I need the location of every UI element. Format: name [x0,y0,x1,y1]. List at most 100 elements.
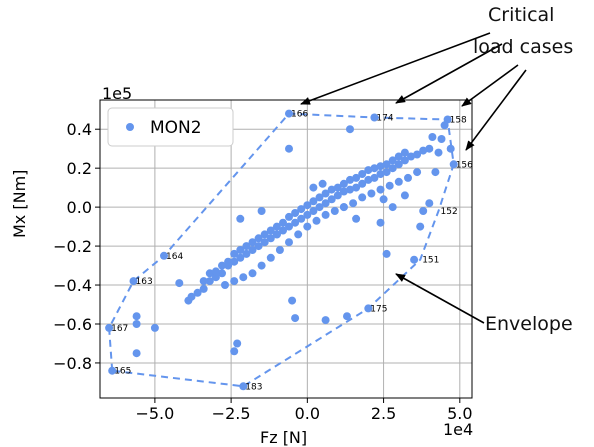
data-point [309,207,318,215]
data-point [382,168,391,177]
data-point [236,214,245,223]
data-point [312,216,321,225]
x-axis-label: Fz [N] [260,428,308,447]
point-label: 152 [441,207,458,217]
point-label: 163 [136,277,153,287]
data-point [358,170,367,178]
point-label: 165 [114,367,131,377]
data-point [129,277,138,286]
data-point [285,109,293,118]
data-point [352,214,361,223]
data-point [309,197,318,206]
data-point [230,347,239,356]
data-point [275,246,284,254]
data-point [187,292,196,301]
annotation-critical-line2: load cases [473,36,574,58]
data-point [303,210,312,219]
data-point [257,207,266,215]
point-label: 164 [166,252,183,262]
data-point [413,150,422,159]
arrow-critical-156 [465,69,527,151]
x-axis-exponent: 1e4 [443,420,474,439]
data-point [333,191,342,200]
legend-marker [126,123,134,131]
data-point [346,125,354,134]
data-point [400,191,409,200]
data-point [376,218,385,227]
data-point [236,253,245,262]
data-point [279,226,287,235]
data-point [321,189,330,198]
data-point [199,284,208,293]
data-point [285,212,293,221]
data-point [434,148,443,157]
y-axis-exponent: 1e5 [102,84,133,103]
data-point [285,144,293,153]
data-point [309,183,318,192]
data-point [419,207,428,215]
data-point [376,185,385,194]
y-tick-label: −0.6 [53,315,92,334]
data-point [108,366,117,375]
annotation-critical-line1: Critical [488,4,555,26]
data-point [233,339,242,348]
data-point [260,230,269,239]
data-point [236,246,245,254]
data-point [425,199,434,208]
data-point [370,113,379,122]
data-point [446,144,455,153]
data-point [266,226,275,235]
data-point [132,312,141,321]
y-tick-label: −0.8 [53,354,92,373]
data-point [132,349,141,358]
data-point [388,203,397,212]
data-point [394,177,403,186]
data-point [160,251,168,260]
data-point [388,164,397,173]
data-point [394,160,403,169]
data-point [437,135,446,143]
data-point [339,187,348,196]
legend-label: MON2 [150,118,202,138]
data-point [266,253,275,262]
data-point [443,115,452,124]
data-point [358,193,367,202]
data-point [370,164,379,173]
data-point [211,273,220,282]
data-point [339,179,348,188]
axes-frame [99,99,473,399]
data-point [285,222,293,231]
data-point [404,173,412,182]
data-point [150,323,159,332]
point-label: 158 [450,116,467,126]
data-point [333,183,342,192]
data-point [260,238,269,247]
y-tick-label: 0.2 [67,159,92,178]
data-point [291,314,300,323]
data-point [205,277,214,286]
data-point [382,160,391,169]
arrow-critical-166 [300,32,491,105]
data-point [175,279,184,288]
data-point [254,242,263,251]
data-point [379,195,388,204]
data-point [370,173,379,182]
y-axis-label: Mx [Nm] [10,169,29,238]
data-point [199,277,208,286]
data-point [105,323,114,332]
point-label: 156 [456,160,473,170]
data-point [425,144,434,153]
data-point [431,168,440,177]
data-point [428,133,437,141]
x-tick-label: −5.0 [135,404,174,423]
data-point [346,185,354,194]
data-point [248,269,257,278]
data-point [343,312,351,321]
data-point [352,183,361,192]
data-point [297,205,306,214]
data-point [224,257,233,266]
arrow-critical-174 [395,43,503,104]
data-point [358,179,367,188]
data-point [230,257,239,266]
